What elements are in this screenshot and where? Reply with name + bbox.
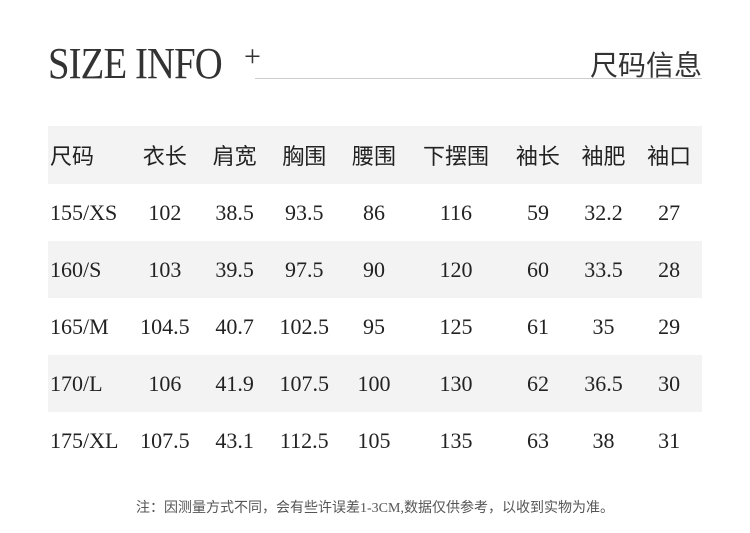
table-row: 155/XS 102 38.5 93.5 86 116 59 32.2 27 <box>48 184 702 241</box>
table-cell: 102 <box>148 199 182 225</box>
table-cell: 100 <box>357 370 391 396</box>
table-cell: 29 <box>658 313 681 339</box>
table-cell: 107.5 <box>279 370 330 396</box>
table-cell: 125 <box>439 313 473 339</box>
table-cell: 33.5 <box>584 256 623 282</box>
table-row: 160/S 103 39.5 97.5 90 120 60 33.5 28 <box>48 241 702 298</box>
table-cell: 107.5 <box>140 427 190 453</box>
table-cell: 40.7 <box>215 313 254 339</box>
table-cell: 27 <box>658 199 681 225</box>
table-row: 165/M 104.5 40.7 102.5 95 125 61 35 29 <box>48 298 702 355</box>
table-cell: 39.5 <box>215 256 254 282</box>
title-cn: 尺码信息 <box>589 51 702 82</box>
table-cell: 130 <box>439 370 473 396</box>
table-cell: 38 <box>592 427 615 453</box>
table-cell: 103 <box>148 256 182 282</box>
table-cell: 95 <box>362 313 385 339</box>
table-cell: 90 <box>362 256 385 282</box>
table-cell: 63 <box>526 427 549 453</box>
title-divider <box>255 78 702 79</box>
table-cell: 116 <box>439 199 473 225</box>
column-header: 腰围 <box>351 144 396 169</box>
title: SIZE INFO <box>48 39 223 88</box>
table-cell: 106 <box>148 370 182 396</box>
table-cell: 35 <box>592 313 615 339</box>
column-header: 袖口 <box>647 144 692 169</box>
table-cell: 38.5 <box>215 199 254 225</box>
table-cell: 86 <box>362 199 385 225</box>
table-cell: 43.1 <box>215 427 254 453</box>
size-table: 尺码 衣长 肩宽 胸围 腰围 下摆围 袖长 袖肥 袖口 155/XS 102 38.5 93.5 86 1… <box>48 126 702 469</box>
table-cell: 97.5 <box>285 256 324 282</box>
table-cell: 30 <box>658 370 681 396</box>
table-cell: 155/XS <box>50 199 118 225</box>
note: 注：因测量方式不同，会有些许误差1-3CM,数据仅供参考，以收到实物为准。 <box>136 501 614 516</box>
table-cell: 61 <box>526 313 549 339</box>
table-cell: 32.2 <box>584 199 623 225</box>
column-header: 胸围 <box>282 144 327 169</box>
column-header: 尺码 <box>50 144 95 169</box>
column-header: 下摆围 <box>422 144 489 169</box>
column-header: 衣长 <box>142 144 187 169</box>
table-cell: 160/S <box>50 256 102 282</box>
table-cell: 93.5 <box>285 199 324 225</box>
table-cell: 59 <box>526 199 549 225</box>
table-header-row: 尺码 衣长 肩宽 胸围 腰围 下摆围 袖长 袖肥 袖口 <box>48 126 702 184</box>
table-cell: 175/XL <box>50 427 119 453</box>
plus-mark: + <box>244 40 261 73</box>
table-cell: 102.5 <box>279 313 330 339</box>
table-cell: 41.9 <box>215 370 254 396</box>
table-cell: 36.5 <box>584 370 623 396</box>
table-cell: 31 <box>658 427 681 453</box>
table-cell: 104.5 <box>140 313 190 339</box>
table-cell: 105 <box>357 427 391 453</box>
table-cell: 165/M <box>50 313 109 339</box>
column-header: 袖肥 <box>581 144 626 169</box>
table-cell: 28 <box>658 256 681 282</box>
table-row: 175/XL 107.5 43.1 112.5 105 135 63 38 31 <box>48 412 702 469</box>
column-header: 袖长 <box>515 144 560 169</box>
table-cell: 170/L <box>50 370 103 396</box>
column-header: 肩宽 <box>212 144 257 169</box>
table-cell: 62 <box>526 370 549 396</box>
table-cell: 135 <box>439 427 473 453</box>
table-cell: 120 <box>439 256 473 282</box>
table-row: 170/L 106 41.9 107.5 100 130 62 36.5 30 <box>48 355 702 412</box>
table-cell: 60 <box>526 256 549 282</box>
table-cell: 112.5 <box>279 427 329 453</box>
